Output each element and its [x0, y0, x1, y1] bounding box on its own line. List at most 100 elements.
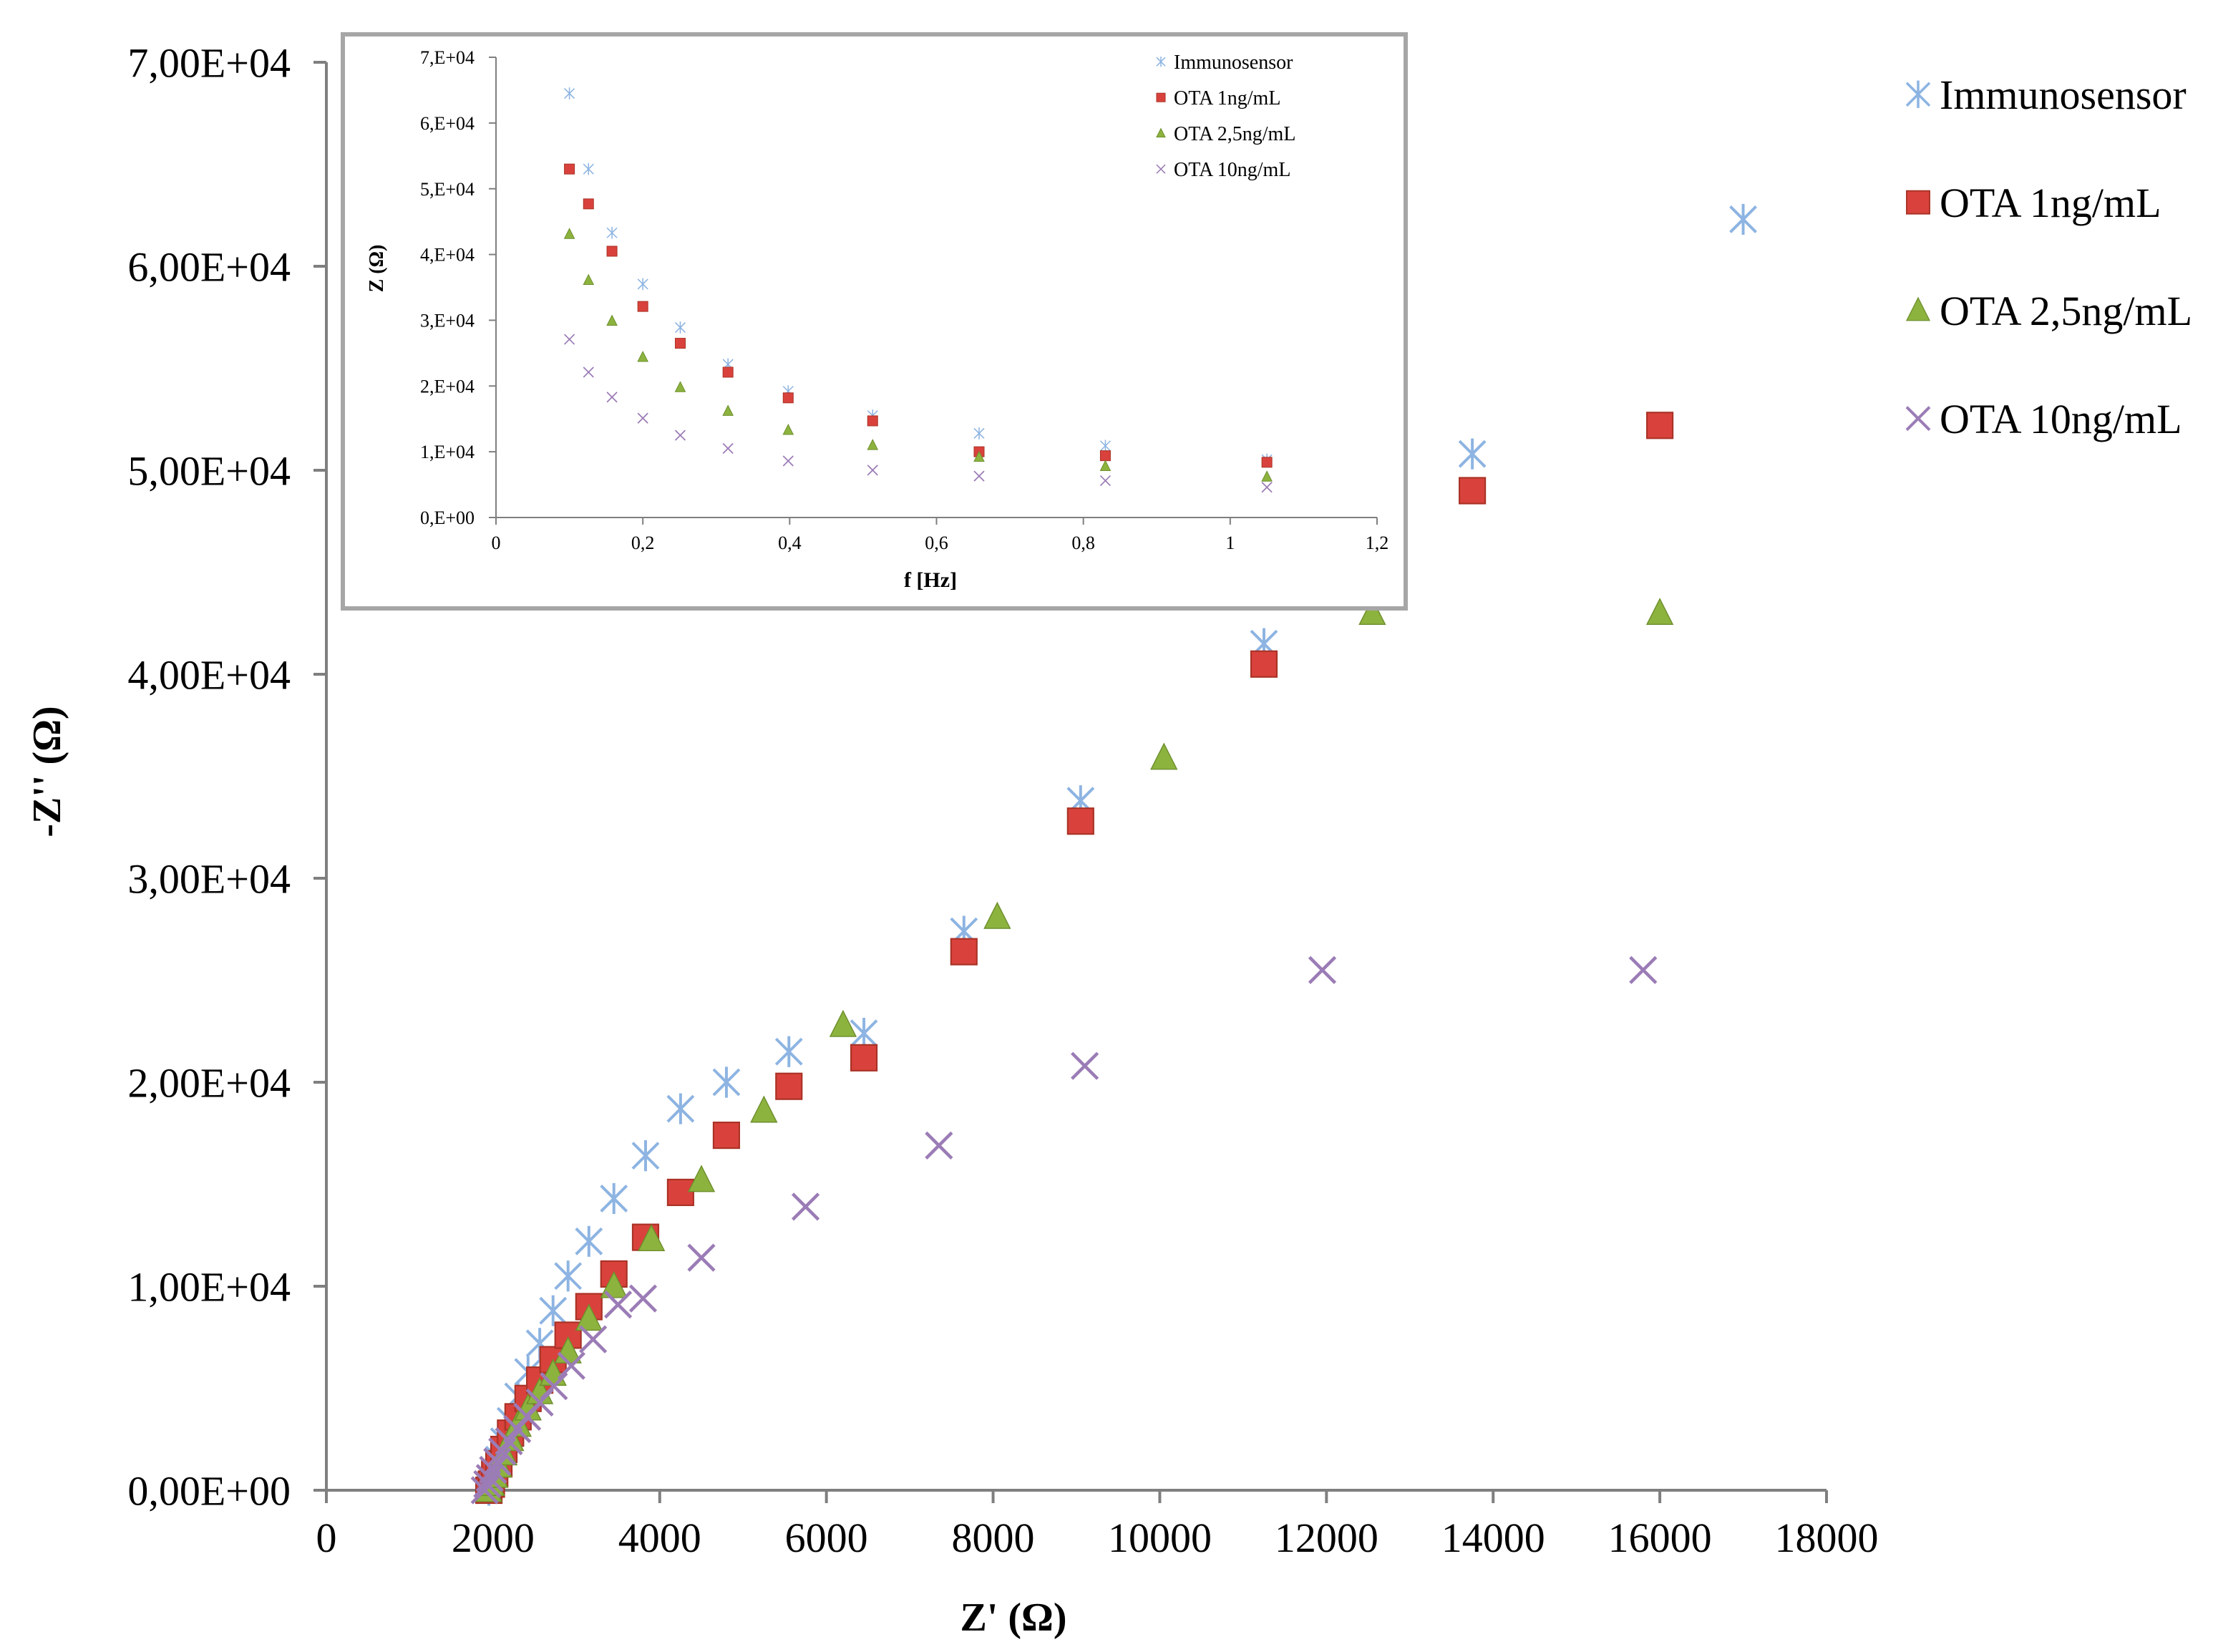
main-data-point [1629, 956, 1658, 984]
inset-y-tick-label: 4,E+04 [420, 245, 475, 266]
inset-data-point [867, 415, 878, 427]
main-series-2 [475, 598, 1674, 1502]
main-data-point [791, 1192, 820, 1221]
inset-data-point [563, 228, 575, 239]
inset-data-point [867, 439, 879, 450]
main-data-points [470, 203, 1757, 1506]
main-legend-label: OTA 2,5ng/mL [1940, 288, 2192, 334]
inset-data-point [563, 334, 575, 345]
inset-data-point [583, 162, 594, 175]
inset-data-point [722, 366, 734, 378]
main-axes: 0 2000 4000 6000 8000 10000 12000 14000 16000 180… [127, 39, 1878, 1561]
main-data-point [775, 1072, 803, 1100]
inset-legend-label: OTA 1ng/mL [1174, 87, 1280, 110]
inset-legend-marker [1156, 92, 1166, 102]
inset-x-tick-label: 1 [1225, 533, 1235, 553]
inset-data-point [1261, 470, 1273, 482]
main-x-tick-label: 12000 [1275, 1515, 1378, 1561]
inset-y-tick-label: 6,E+04 [420, 113, 475, 134]
main-data-point [600, 1182, 628, 1215]
inset-data-point [606, 226, 618, 239]
main-legend: Immunosensor OTA 1ng/mL OTA 2,5ng/mL OTA 10… [1905, 72, 2192, 442]
inset-legend-marker [1156, 164, 1166, 174]
main-y-tick-label: 3,00E+04 [127, 855, 291, 902]
inset-data-point [637, 412, 648, 424]
main-data-point [603, 1291, 633, 1319]
inset-y-tick-label: 0,E+00 [420, 507, 475, 528]
inset-series-3 [563, 334, 1273, 493]
inset-data-point [973, 450, 985, 462]
nyquist-plot: 0 2000 4000 6000 8000 10000 12000 14000 16000 180… [25, 39, 2192, 1640]
main-y-tick-label: 7,00E+04 [127, 39, 291, 86]
inset-data-point [722, 442, 734, 455]
main-y-tick-label: 4,00E+04 [127, 651, 291, 698]
main-data-point [1308, 956, 1337, 984]
inset-legend-label: OTA 2,5ng/mL [1174, 123, 1295, 145]
main-data-point [712, 1122, 741, 1150]
main-data-point [600, 1270, 628, 1298]
main-data-point [687, 1165, 716, 1192]
main-y-tick-label: 6,00E+04 [127, 243, 291, 290]
inset-data-point [637, 278, 648, 291]
main-data-point [479, 1455, 507, 1485]
inset-y-tick-label: 3,E+04 [420, 311, 475, 331]
main-data-point [475, 1464, 504, 1492]
inset-legend-marker [1156, 57, 1166, 67]
main-data-point [1250, 650, 1278, 678]
main-data-point [1071, 1051, 1099, 1080]
main-legend-marker [1906, 190, 1930, 215]
inset-data-point [606, 392, 618, 403]
inset-data-point [1099, 460, 1112, 472]
inset-y-tick-label: 1,E+04 [420, 442, 475, 462]
inset-legend: Immunosensor OTA 1ng/mL OTA 2,5ng/mL OTA 10… [1156, 52, 1295, 181]
main-data-point [473, 1469, 502, 1499]
main-data-point [687, 1243, 716, 1272]
main-data-point [1358, 598, 1386, 626]
inset-data-point [1099, 450, 1111, 462]
main-data-point [666, 1093, 695, 1124]
inset-axes: 0 0,2 0,4 0,6 0,8 1 1,2 0,E+00 1,E+04 2,E+04 3,E+0… [420, 47, 1388, 553]
inset-data-point [606, 314, 618, 326]
inset-data-points [563, 87, 1273, 493]
inset-data-point [674, 381, 686, 392]
main-data-point [1645, 598, 1674, 626]
main-data-point [557, 1351, 585, 1380]
inset-data-point [1261, 457, 1273, 468]
inset-x-tick-label: 0,2 [631, 533, 655, 553]
main-data-point [1066, 807, 1094, 835]
main-data-point [1646, 412, 1674, 439]
inset-data-point [1261, 482, 1273, 493]
main-y-tick-label: 5,00E+04 [127, 447, 291, 494]
inset-legend-marker [1156, 127, 1166, 137]
main-data-point [575, 1303, 603, 1331]
main-y-tick-label: 0,00E+00 [127, 1467, 291, 1514]
main-data-point [1458, 438, 1487, 470]
inset-data-point [782, 424, 794, 435]
inset-data-point [867, 465, 878, 476]
main-x-tick-label: 10000 [1108, 1515, 1212, 1561]
inset-data-point [606, 246, 618, 257]
main-x-tick-label: 14000 [1441, 1515, 1545, 1561]
inset-data-point [674, 429, 686, 441]
main-data-point [575, 1225, 603, 1257]
inset-data-point [973, 427, 985, 439]
inset-x-tick-label: 1,2 [1366, 533, 1389, 553]
inset-data-point [722, 404, 734, 416]
main-x-tick-label: 4000 [618, 1515, 701, 1561]
main-x-tick-label: 16000 [1608, 1515, 1712, 1561]
inset-series-1 [564, 163, 1273, 468]
main-data-point [850, 1044, 878, 1072]
inset-data-point [564, 163, 575, 175]
main-data-point [631, 1140, 660, 1172]
inset-x-tick-label: 0,4 [778, 533, 802, 553]
main-x-tick-label: 2000 [452, 1515, 535, 1561]
main-data-point [579, 1325, 608, 1354]
inset-legend-label: Immunosensor [1174, 52, 1293, 74]
main-data-point [1729, 203, 1757, 235]
inset-x-axis-title: f [Hz] [904, 568, 957, 592]
inset-data-point [583, 366, 594, 378]
main-data-point [1150, 742, 1178, 770]
inset-data-point [583, 198, 594, 210]
main-legend-label: OTA 1ng/mL [1940, 180, 2161, 226]
